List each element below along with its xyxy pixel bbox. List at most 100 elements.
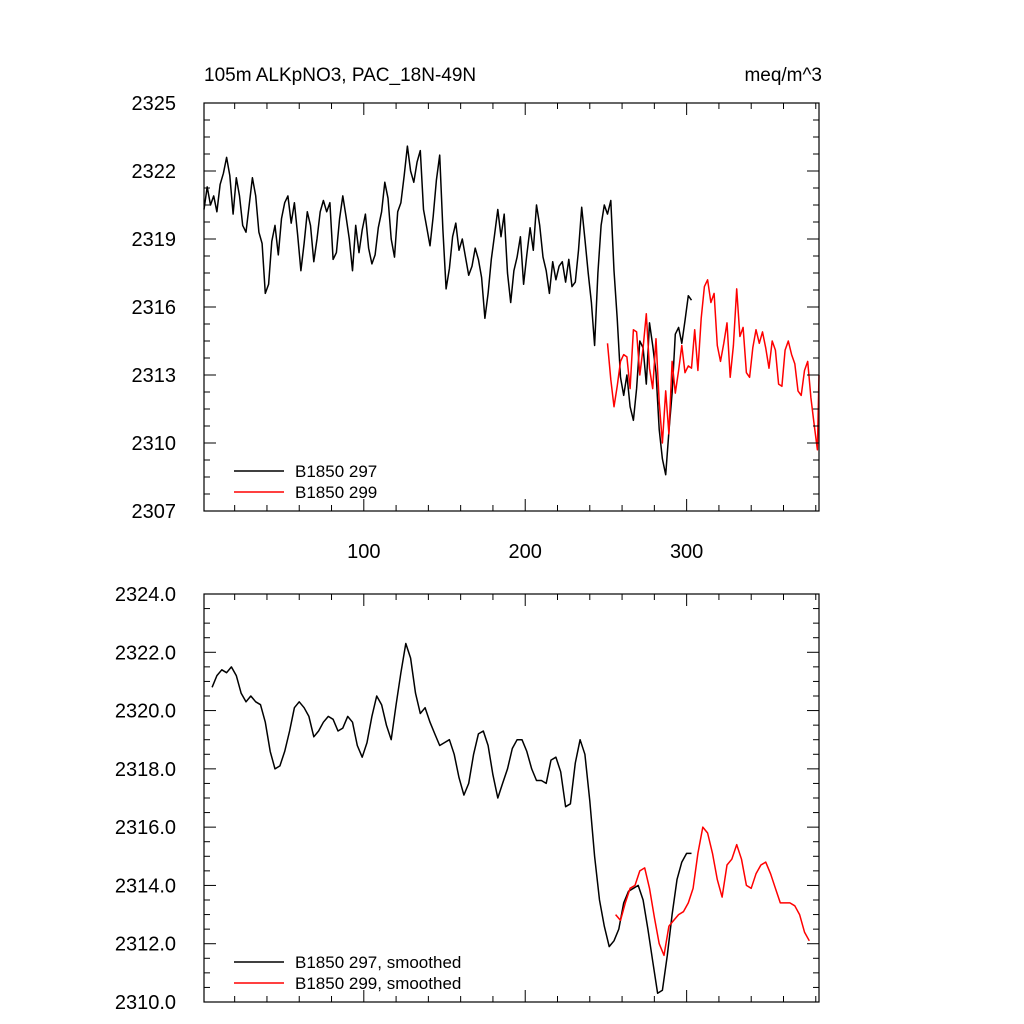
data-point-b1850-297-smoothed [351,721,353,723]
data-point-b1850-297 [219,183,221,185]
data-point-b1850-297 [361,229,363,231]
data-point-b1850-297 [558,265,560,267]
data-point-b1850-297 [242,224,244,226]
data-point-b1850-297 [251,177,253,179]
data-point-b1850-297 [445,288,447,290]
data-point-b1850-299 [732,344,734,346]
data-point-b1850-297 [222,172,224,174]
data-point-b1850-299 [665,390,667,392]
legend-label-b1850-299-smoothed: B1850 299, smoothed [295,974,461,993]
data-point-b1850-297 [348,238,350,240]
data-point-b1850-299 [777,383,779,385]
data-point-b1850-297 [629,406,631,408]
data-point-b1850-297-smoothed [380,704,382,706]
data-point-b1850-297 [400,202,402,204]
data-point-b1850-297 [448,267,450,269]
data-point-b1850-297 [587,272,589,274]
data-point-b1850-297-smoothed [555,756,557,758]
data-point-b1850-299 [758,342,760,344]
data-point-b1850-297-smoothed [264,721,266,723]
data-point-b1850-297-smoothed [317,730,319,732]
data-point-b1850-297 [255,195,257,197]
data-point-b1850-297-smoothed [453,753,455,755]
data-point-b1850-297-smoothed [516,739,518,741]
data-point-b1850-297 [480,276,482,278]
data-point-b1850-297 [626,374,628,376]
data-point-b1850-297-smoothed [216,674,218,676]
top-y-tick-labels: 2307 2310 2313 2316 2319 2322 2325 [132,93,177,523]
data-point-b1850-297 [584,238,586,240]
data-point-b1850-299-smoothed [769,873,771,875]
data-point-b1850-299 [736,288,738,290]
data-point-b1850-297-smoothed [608,945,610,947]
data-point-b1850-299-smoothed [658,943,660,945]
data-point-b1850-297-smoothed [371,715,373,717]
data-point-b1850-299-smoothed [760,864,762,866]
data-point-b1850-299-smoothed [808,940,810,942]
data-point-b1850-297-smoothed [477,733,479,735]
data-point-b1850-299-smoothed [798,913,800,915]
data-point-b1850-299 [790,353,792,355]
data-point-b1850-297 [322,199,324,201]
smoothed-timeseries-panel: 2310.0 2312.0 2314.0 2316.0 2318.0 2320.0 2322… [115,584,820,1014]
data-point-b1850-299 [681,344,683,346]
data-point-b1850-297 [461,238,463,240]
data-point-b1850-299 [626,356,628,358]
data-point-b1850-297 [655,372,657,374]
data-point-b1850-297-smoothed [332,718,334,720]
data-point-b1850-299 [648,367,650,369]
data-point-b1850-297 [581,206,583,208]
data-point-b1850-297 [526,254,528,256]
data-point-b1850-297-smoothed [681,861,683,863]
data-point-b1850-299 [645,313,647,315]
data-point-b1850-297 [529,227,531,229]
data-point-b1850-297 [329,202,331,204]
data-point-b1850-297-smoothed [598,899,600,901]
data-point-b1850-297 [503,213,505,215]
data-point-b1850-299-smoothed [765,861,767,863]
data-point-b1850-297 [597,272,599,274]
data-point-b1850-297 [406,145,408,147]
data-point-b1850-297 [477,258,479,260]
y-tick-label: 2310 [132,433,177,455]
data-point-b1850-297 [213,195,215,197]
series-line-b1850-299 [606,279,820,451]
data-point-b1850-297-smoothed [603,925,605,927]
data-point-b1850-297 [338,217,340,219]
data-point-b1850-297 [374,254,376,256]
data-point-b1850-297-smoothed [322,721,324,723]
data-point-b1850-297 [493,233,495,235]
y-tick-label: 2319 [132,229,177,251]
data-point-b1850-297-smoothed [347,715,349,717]
data-point-b1850-297-smoothed [419,712,421,714]
data-point-b1850-297 [397,211,399,213]
data-point-b1850-299-smoothed [726,864,728,866]
data-point-b1850-297 [500,236,502,238]
top-legend: B1850 297 B1850 299 [234,462,377,502]
y-tick-label: 2324.0 [115,584,176,606]
data-point-b1850-297 [284,202,286,204]
data-point-b1850-297 [235,177,237,179]
top-x-tick-labels: 100 200 300 [347,541,703,563]
data-point-b1850-297 [590,301,592,303]
data-point-b1850-297 [510,301,512,303]
data-point-b1850-299 [655,338,657,340]
data-point-b1850-299 [771,340,773,342]
legend-label-b1850-297-smoothed: B1850 297, smoothed [295,953,461,972]
data-point-b1850-297-smoothed [511,747,513,749]
data-point-b1850-299 [797,390,799,392]
y-tick-label: 2312.0 [115,934,176,956]
legend-label-b1850-299: B1850 299 [295,483,377,502]
data-point-b1850-297-smoothed [255,701,257,703]
data-point-b1850-299 [690,367,692,369]
data-point-b1850-299 [632,329,634,331]
data-point-b1850-299-smoothed [673,919,675,921]
y-tick-label: 2314.0 [115,875,176,897]
bottom-plot-frame [203,593,820,1003]
data-point-b1850-299-smoothed [750,887,752,889]
data-point-b1850-297 [274,224,276,226]
data-point-b1850-297 [632,419,634,421]
data-point-b1850-297 [403,174,405,176]
data-point-b1850-299 [726,322,728,324]
data-point-b1850-297-smoothed [613,940,615,942]
